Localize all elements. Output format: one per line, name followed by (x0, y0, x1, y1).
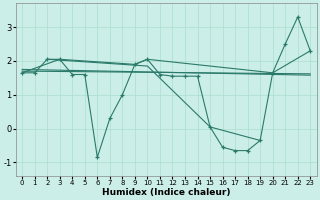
X-axis label: Humidex (Indice chaleur): Humidex (Indice chaleur) (102, 188, 230, 197)
